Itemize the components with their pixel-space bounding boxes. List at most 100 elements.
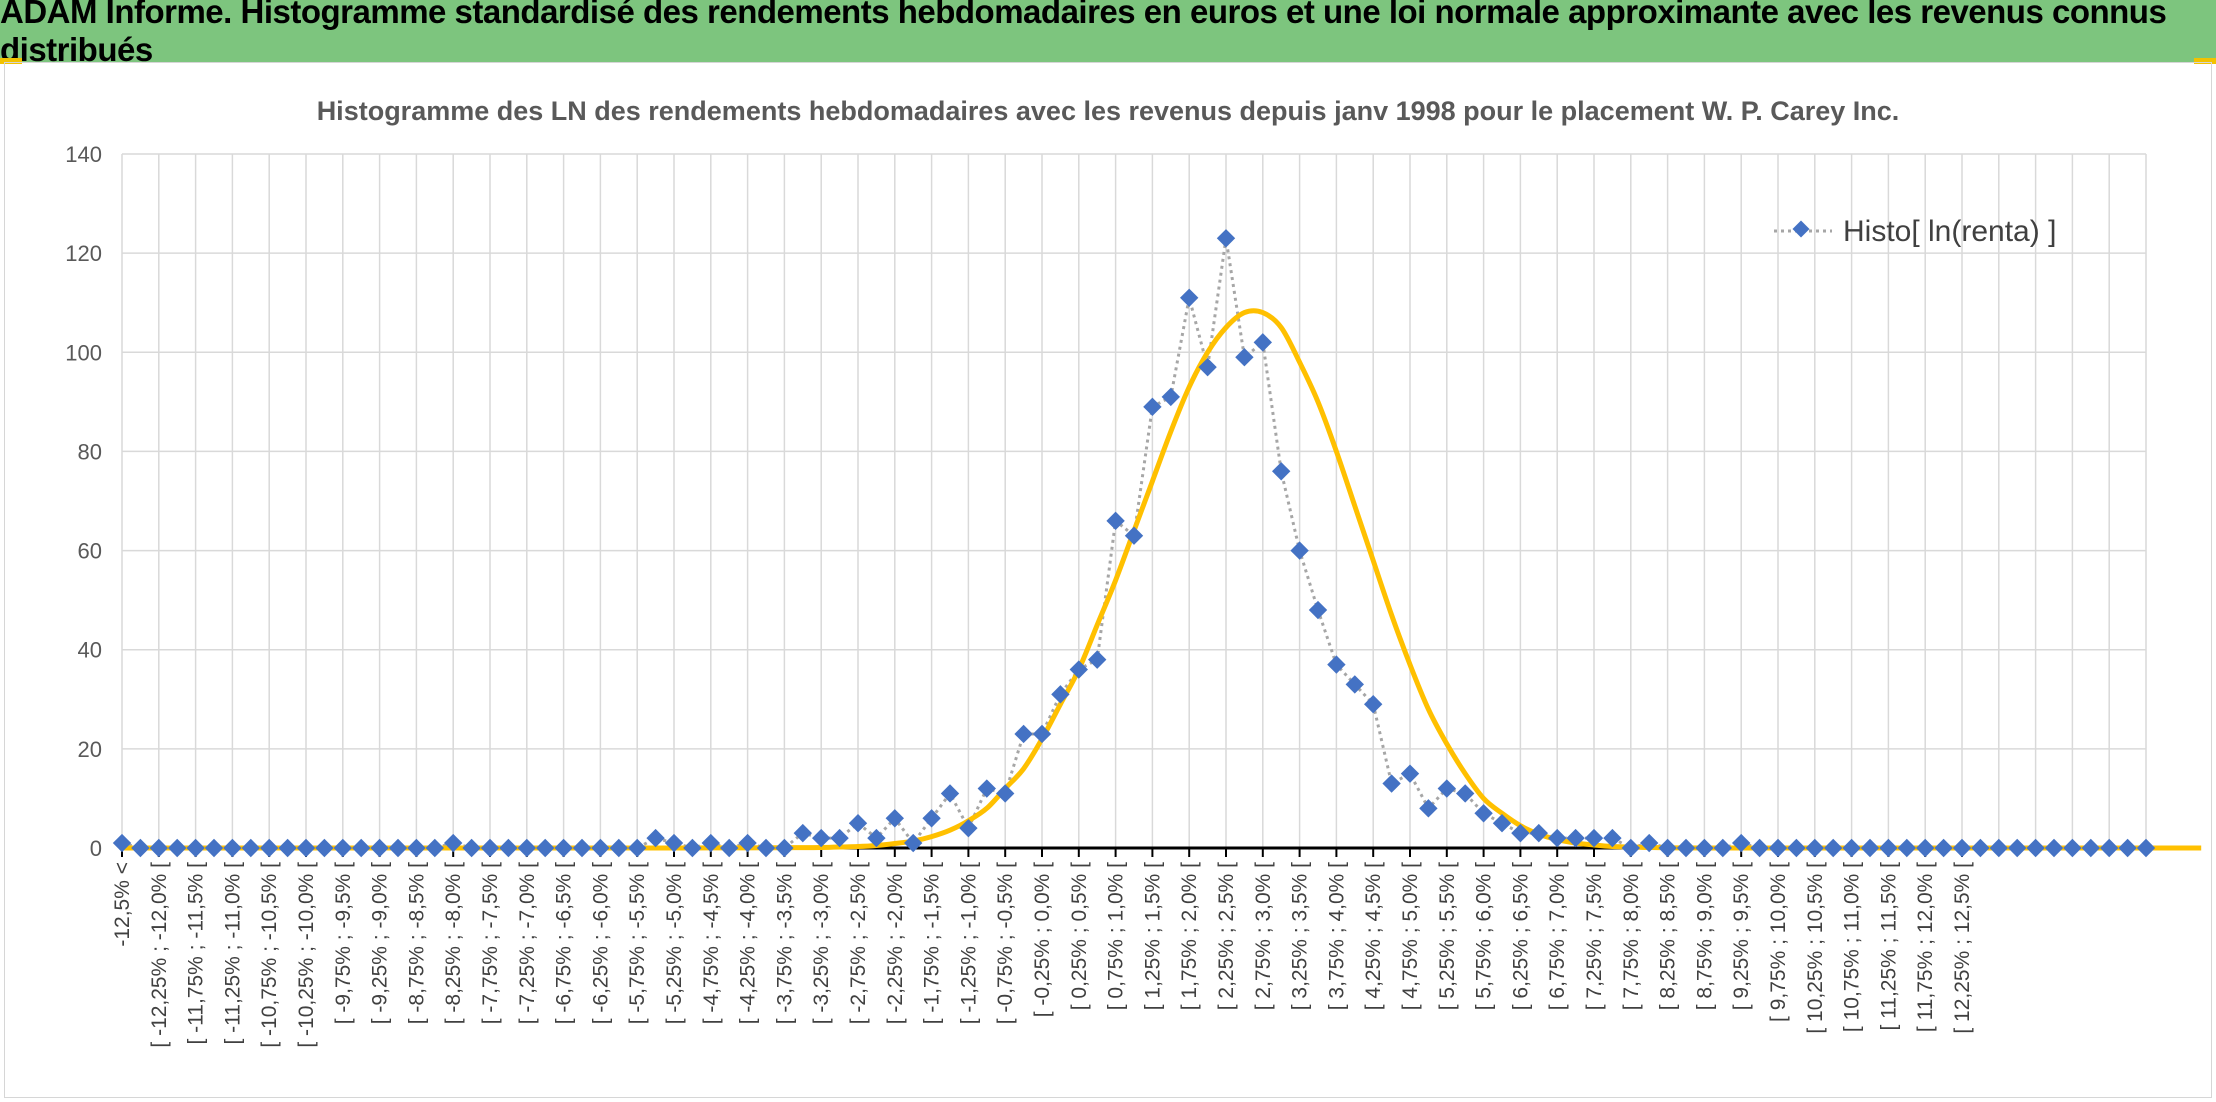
histogram-point <box>517 838 536 858</box>
x-tick-label: [ -0,25% ; 0,0% [ <box>1031 862 1054 1017</box>
histogram-point <box>738 833 757 853</box>
x-tick-label: [ 1,75% ; 2,0% [ <box>1178 862 1201 1010</box>
y-tick-label: 120 <box>65 241 102 266</box>
histogram-point <box>2100 838 2119 858</box>
normal-curve-line <box>122 308 2202 851</box>
histogram-point <box>296 838 316 858</box>
histogram-point <box>996 784 1015 803</box>
histogram-point <box>1713 838 1732 858</box>
y-axis-ticks: 0 20 40 60 80 100 120 140 <box>65 142 102 861</box>
x-tick-label: [ 6,25% ; 6,5% [ <box>1509 862 1532 1010</box>
banner-accent-right <box>2194 58 2216 64</box>
histogram-point <box>1032 724 1052 744</box>
histogram-point <box>2136 838 2156 858</box>
histogram-point <box>2118 838 2137 858</box>
x-tick-label: [ 11,75% ; 12,0% [ <box>1914 862 1937 1032</box>
x-tick-label: -12,5% < <box>111 862 134 947</box>
x-tick-label: [ -11,75% ; -11,5% [ <box>185 862 208 1045</box>
x-tick-label: [ -3,75% ; -3,5% [ <box>773 862 796 1024</box>
histogram-point <box>1971 838 1990 858</box>
histogram-point <box>1492 814 1512 833</box>
y-tick-label: 0 <box>90 836 102 861</box>
x-tick-label: [ 9,25% ; 9,5% [ <box>1730 862 1753 1010</box>
histogram-point <box>848 814 868 833</box>
x-tick-label: [ 9,75% ; 10,0% [ <box>1767 862 1790 1022</box>
histogram-point <box>628 838 647 858</box>
x-tick-label: [ 3,75% ; 4,0% [ <box>1325 862 1348 1010</box>
histogram-point <box>720 838 739 858</box>
x-tick-label: [ -7,75% ; -7,5% [ <box>479 862 502 1024</box>
x-tick-label: [ -7,25% ; -7,0% [ <box>516 862 539 1024</box>
x-tick-label: [ -8,75% ; -8,5% [ <box>405 862 428 1024</box>
x-tick-label: [ -5,25% ; -5,0% [ <box>663 862 686 1024</box>
histogram-point <box>370 838 389 858</box>
histogram-point <box>112 833 132 853</box>
histogram-point <box>186 838 205 858</box>
x-tick-label: [ 5,25% ; 5,5% [ <box>1436 862 1459 1010</box>
histogram-point <box>1161 387 1180 407</box>
histogram-point <box>756 838 776 858</box>
x-tick-label: [ 0,25% ; 0,5% [ <box>1068 862 1091 1010</box>
histogram-point <box>1345 675 1364 694</box>
y-tick-label: 100 <box>65 340 102 365</box>
y-tick-label: 20 <box>78 737 102 762</box>
x-tick-label: [ -1,25% ; -1,0% [ <box>957 862 980 1024</box>
histogram-point <box>1695 838 1714 858</box>
x-tick-label: [ -0,75% ; -0,5% [ <box>994 862 1017 1024</box>
histogram-point <box>609 838 628 858</box>
histogram-point <box>1621 838 1640 858</box>
x-tick-label: [ -2,25% ; -2,0% [ <box>884 862 907 1024</box>
histogram-point <box>388 838 408 858</box>
x-tick-label: [ -8,25% ; -8,0% [ <box>442 862 465 1024</box>
histogram-point <box>1732 833 1751 853</box>
histogram-point <box>1603 828 1622 848</box>
histogram-point <box>1989 838 2008 858</box>
histogram-point <box>1897 838 1916 858</box>
histogram-point <box>1584 828 1604 848</box>
x-tick-label: [ -9,25% ; -9,0% [ <box>369 862 392 1024</box>
histogram-point <box>204 838 224 858</box>
histogram-point <box>1143 397 1162 417</box>
histogram-point <box>1327 655 1346 674</box>
histogram-point <box>1400 764 1420 783</box>
histogram-point <box>793 823 812 843</box>
x-tick-label: [ -12,25% ; -12,0% [ <box>148 862 171 1048</box>
histogram-point <box>2063 838 2082 858</box>
x-tick-label: [ -4,25% ; -4,0% [ <box>737 862 760 1024</box>
x-tick-label: [ 10,25% ; 10,5% [ <box>1804 862 1827 1034</box>
histogram-point <box>149 838 168 858</box>
x-tick-label: [ 6,75% ; 7,0% [ <box>1546 862 1569 1010</box>
histogram-point <box>462 838 481 858</box>
x-tick-label: [ 2,75% ; 3,0% [ <box>1252 862 1275 1010</box>
x-tick-label: [ -11,25% ; -11,0% [ <box>221 862 244 1045</box>
histogram-point <box>1437 779 1456 798</box>
x-tick-label: [ 8,75% ; 9,0% [ <box>1693 862 1716 1010</box>
histogram-point <box>2026 838 2045 858</box>
histogram-point <box>1106 511 1125 531</box>
histogram-point <box>223 838 242 858</box>
x-tick-label: [ 10,75% ; 11,0% [ <box>1841 862 1864 1032</box>
histogram-point <box>425 838 444 858</box>
histogram-point <box>2044 838 2064 858</box>
x-tick-label: [ 12,25% ; 12,5% [ <box>1951 862 1974 1034</box>
x-tick-label: [ 2,25% ; 2,5% [ <box>1215 862 1238 1010</box>
x-axis-ticks: -12,5% < [ -12,25% ; -12,0% [ [ -11,75% ; … <box>111 848 1974 1048</box>
histogram-point <box>1272 462 1291 481</box>
x-tick-label: [ 0,75% ; 1,0% [ <box>1105 862 1128 1010</box>
x-tick-label: [ 4,75% ; 5,0% [ <box>1399 862 1422 1010</box>
histogram-point <box>2081 838 2100 858</box>
histogram-point <box>646 828 665 848</box>
histogram-point <box>260 838 279 858</box>
histogram-point <box>922 809 941 828</box>
histogram-point <box>867 828 886 848</box>
legend-label: Histo[ ln(renta) ] <box>1843 215 2056 248</box>
y-tick-label: 60 <box>78 539 102 564</box>
x-tick-label: [ -10,75% ; -10,5% [ <box>258 862 281 1048</box>
histogram-point <box>1069 660 1088 679</box>
histogram-point <box>701 833 720 853</box>
histogram-point <box>959 818 978 838</box>
histogram-point <box>536 838 555 858</box>
histogram-point <box>885 809 904 828</box>
x-tick-label: [ -2,75% ; -2,5% [ <box>847 862 870 1024</box>
